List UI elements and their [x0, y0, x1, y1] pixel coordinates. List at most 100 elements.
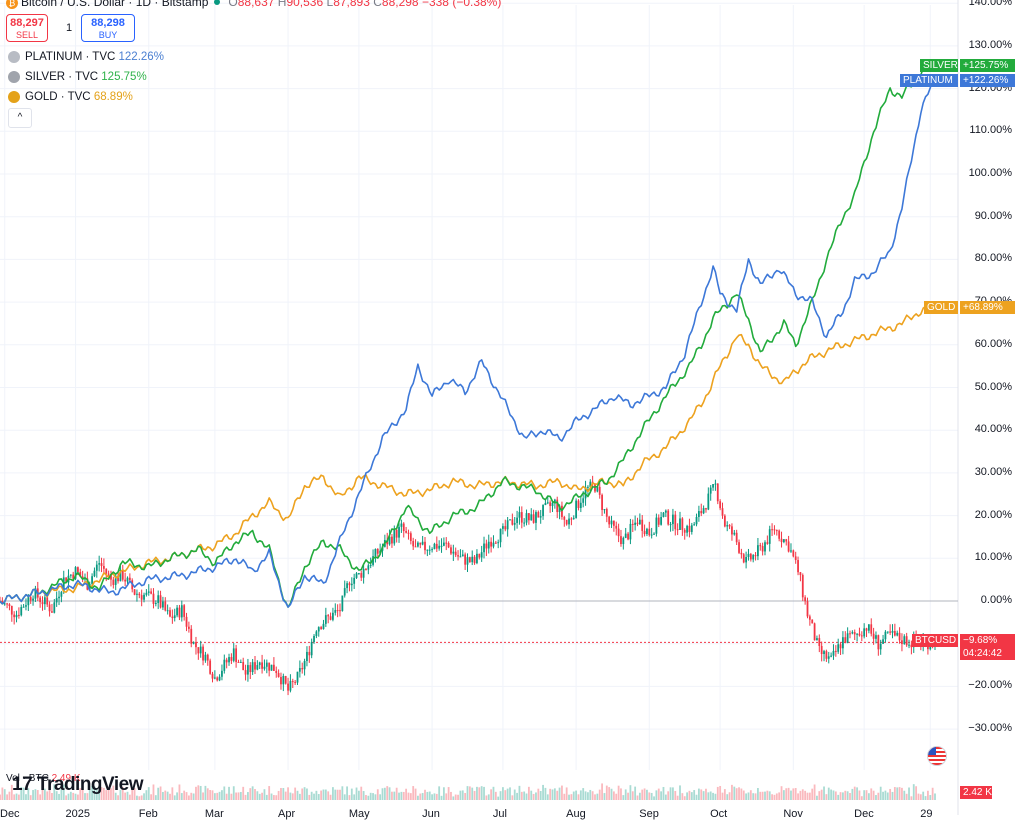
volume-bar [81, 786, 84, 800]
buy-label: BUY [98, 30, 118, 40]
candle-body [457, 555, 459, 557]
volume-bar [856, 787, 858, 800]
candle-body [159, 595, 162, 608]
candle-body [775, 530, 778, 532]
candle-body [629, 523, 632, 540]
symbol-title[interactable]: Bitcoin / U.S. Dollar · 1D · Bitstamp [21, 0, 209, 9]
legend-gold-value: 68.89% [93, 91, 133, 104]
volume-bar [927, 790, 929, 800]
volume-bar [0, 794, 1, 800]
candle-body [393, 529, 396, 544]
volume-bar [839, 792, 842, 800]
volume-bar [716, 786, 719, 800]
volume-bar [272, 795, 275, 800]
candle-body [55, 598, 58, 603]
candle-body [140, 595, 143, 600]
volume-bar [315, 790, 318, 800]
volume-bar [417, 795, 419, 800]
candle-body [497, 542, 500, 544]
candle-body [568, 518, 570, 525]
candle-body [190, 628, 193, 644]
candle-body [291, 681, 294, 683]
volume-bar [329, 794, 332, 800]
volume-bar [46, 791, 49, 800]
volume-bar [166, 791, 169, 800]
candle-body [896, 632, 899, 636]
volume-bar [428, 791, 431, 800]
volume-bar [270, 793, 273, 800]
candle-body [740, 552, 743, 555]
volume-bar [407, 792, 410, 800]
y-tick-label: 30.00% [974, 465, 1012, 478]
sell-button[interactable]: 88,297 SELL [6, 14, 48, 42]
chevron-up-icon[interactable]: ^ [8, 108, 32, 128]
candle-body [662, 512, 665, 517]
volume-bar [915, 786, 918, 800]
volume-bar [43, 788, 46, 800]
volume-bar [334, 789, 337, 800]
candle-body [898, 632, 901, 641]
candle-body [98, 563, 101, 565]
candle-body [428, 549, 431, 551]
legend-platinum[interactable]: PLATINUM · TVC 122.26% [8, 51, 164, 63]
x-tick-label: Dec [0, 808, 20, 820]
volume-bar [816, 795, 818, 800]
legend-gold[interactable]: GOLD · TVC 68.89% [8, 91, 133, 103]
candle-body [230, 657, 233, 661]
volume-bar [376, 789, 379, 800]
candle-body [369, 564, 372, 566]
volume-bar [650, 792, 653, 800]
volume-bar [775, 793, 778, 800]
volume-bar [22, 787, 25, 800]
volume-bar [568, 794, 570, 800]
volume-bar [133, 788, 136, 800]
volume-bar [454, 794, 457, 800]
volume-bar [442, 787, 445, 800]
volume-bar [395, 787, 398, 800]
volume-bar [806, 792, 809, 800]
volume-bar [896, 787, 899, 800]
candle-body [58, 596, 60, 599]
candle-body [51, 611, 53, 613]
volume-bar [726, 794, 729, 800]
volume-bar [298, 793, 301, 800]
candle-body [556, 499, 559, 513]
candle-body [579, 502, 582, 509]
buy-button[interactable]: 88,298 BUY [81, 14, 135, 42]
volume-bar [86, 793, 89, 800]
volume-bar [216, 792, 219, 800]
candle-body [147, 591, 150, 593]
candle-body [256, 665, 259, 670]
y-tick-label: 80.00% [974, 252, 1012, 265]
candle-body [735, 532, 738, 543]
candle-body [620, 536, 622, 545]
candle-body [553, 499, 556, 503]
legend-silver[interactable]: SILVER · TVC 125.75% [8, 71, 147, 83]
volume-bar [823, 786, 825, 800]
volume-bar [72, 792, 75, 800]
volume-bar [672, 787, 674, 800]
candle-body [34, 588, 37, 599]
volume-bar [379, 794, 382, 800]
candle-body [440, 545, 443, 547]
us-flag-icon[interactable] [927, 746, 947, 766]
candle-body [490, 541, 493, 547]
candle-body [738, 542, 740, 553]
volume-bar [712, 792, 714, 800]
volume-bar [162, 791, 164, 800]
candle-body [558, 505, 561, 513]
candle-body [816, 638, 818, 641]
volume-bar [745, 793, 748, 800]
y-tick-label: 140.00% [968, 0, 1012, 9]
candle-body [6, 603, 8, 605]
volume-bar [353, 794, 356, 800]
volume-bar [339, 789, 341, 800]
candle-body [513, 522, 516, 525]
candle-body [417, 542, 419, 547]
tradingview-logo[interactable]: 17 TradingView [12, 774, 144, 796]
volume-bar [764, 791, 766, 800]
candle-body [610, 520, 613, 525]
candle-body [362, 568, 365, 578]
volume-bar [126, 791, 129, 800]
